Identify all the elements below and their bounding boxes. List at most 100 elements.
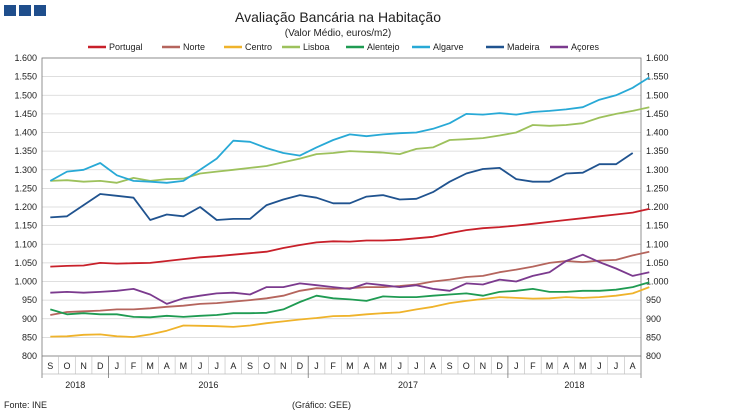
y-tick-label-left: 1.450 <box>14 109 37 119</box>
y-tick-label-right: 1.150 <box>646 221 669 231</box>
x-month-label: J <box>597 361 602 371</box>
y-tick-label-left: 1.250 <box>14 183 37 193</box>
y-tick-label-right: 1.250 <box>646 183 669 193</box>
y-axis-left: 800 850 900 950 1.000 1.050 1.100 1.150 1.200 1.2… <box>14 53 37 361</box>
x-year-label: 2016 <box>198 380 218 390</box>
x-month-label: M <box>379 361 387 371</box>
y-tick-label-right: 950 <box>646 295 661 305</box>
x-month-label: O <box>263 361 270 371</box>
x-month-label: A <box>630 361 636 371</box>
x-month-label: M <box>180 361 188 371</box>
series-group <box>49 76 650 338</box>
y-tick-label-right: 850 <box>646 332 661 342</box>
y-tick-label-left: 1.050 <box>14 258 37 268</box>
gridlines <box>42 57 641 357</box>
y-tick-label-left: 850 <box>22 332 37 342</box>
x-month-label: S <box>47 361 53 371</box>
x-month-label: J <box>397 361 402 371</box>
legend-label-lisboa: Lisboa <box>303 42 330 52</box>
source-note: Fonte: INE <box>4 400 47 410</box>
x-year-label: 2018 <box>564 380 584 390</box>
y-tick-label-right: 1.550 <box>646 72 669 82</box>
y-tick-label-left: 1.400 <box>14 128 37 138</box>
y-tick-label-right: 900 <box>646 314 661 324</box>
series-line-madeira <box>50 152 634 221</box>
y-tick-label-left: 1.200 <box>14 202 37 212</box>
y-tick-label-left: 1.350 <box>14 146 37 156</box>
y-tick-label-right: 1.100 <box>646 239 669 249</box>
y-tick-label-left: 1.550 <box>14 72 37 82</box>
x-month-label: F <box>530 361 536 371</box>
x-month-label: J <box>214 361 219 371</box>
x-month-label: O <box>63 361 70 371</box>
chart-title: Avaliação Bancária na Habitação <box>235 9 441 25</box>
legend-label-madeira: Madeira <box>507 42 540 52</box>
x-month-label: A <box>363 361 369 371</box>
x-month-label: D <box>297 361 304 371</box>
x-month-label: J <box>514 361 519 371</box>
x-month-label: F <box>131 361 137 371</box>
x-month-label: D <box>496 361 503 371</box>
x-axis: S O N D J F M A M J J A S O N D J F M A M J J A S O N D J F M A M J J A2018… <box>41 57 642 390</box>
series-line-lisboa <box>50 106 650 184</box>
legend-label-centro: Centro <box>245 42 272 52</box>
x-month-label: J <box>115 361 120 371</box>
x-month-label: S <box>447 361 453 371</box>
x-month-label: J <box>198 361 203 371</box>
series-line-norte <box>50 250 650 316</box>
legend-label-algarve: Algarve <box>433 42 464 52</box>
series-line-algarve <box>49 76 650 184</box>
x-month-label: J <box>414 361 419 371</box>
y-tick-label-right: 1.300 <box>646 165 669 175</box>
y-tick-label-right: 800 <box>646 351 661 361</box>
x-month-label: A <box>563 361 569 371</box>
x-month-label: A <box>430 361 436 371</box>
y-tick-label-left: 1.600 <box>14 53 37 63</box>
y-tick-label-right: 1.000 <box>646 277 669 287</box>
y-tick-label-right: 1.450 <box>646 109 669 119</box>
y-tick-label-right: 1.400 <box>646 128 669 138</box>
y-tick-label-left: 1.150 <box>14 221 37 231</box>
x-year-label: 2017 <box>398 380 418 390</box>
y-tick-label-left: 1.300 <box>14 165 37 175</box>
series-line-portugal <box>50 208 650 268</box>
x-month-label: D <box>97 361 104 371</box>
y-tick-label-right: 1.350 <box>646 146 669 156</box>
logo <box>4 5 46 16</box>
x-month-label: N <box>80 361 87 371</box>
legend-label-portugal: Portugal <box>109 42 143 52</box>
y-tick-label-left: 1.100 <box>14 239 37 249</box>
x-month-label: M <box>146 361 154 371</box>
legend: Portugal Norte Centro Lisboa Alentejo Algarve… <box>88 42 600 52</box>
series-line-acores <box>50 253 650 305</box>
x-month-label: M <box>546 361 554 371</box>
y-axis-right: 800 850 900 950 1.000 1.050 1.100 1.150 1.200 1.2… <box>646 53 669 361</box>
x-month-label: J <box>314 361 319 371</box>
chart-subtitle: (Valor Médio, euros/m2) <box>285 28 392 39</box>
series-line-centro <box>50 286 650 338</box>
legend-label-norte: Norte <box>183 42 205 52</box>
y-tick-label-right: 1.050 <box>646 258 669 268</box>
x-month-label: J <box>614 361 619 371</box>
x-month-label: M <box>579 361 587 371</box>
y-tick-label-right: 1.200 <box>646 202 669 212</box>
x-month-label: O <box>463 361 470 371</box>
y-tick-label-right: 1.500 <box>646 90 669 100</box>
y-tick-label-left: 1.500 <box>14 90 37 100</box>
y-tick-label-left: 800 <box>22 351 37 361</box>
y-tick-label-left: 1.000 <box>14 277 37 287</box>
x-month-label: M <box>346 361 354 371</box>
x-month-label: A <box>230 361 236 371</box>
x-year-label: 2018 <box>65 380 85 390</box>
x-month-label: N <box>280 361 287 371</box>
y-tick-label-right: 1.600 <box>646 53 669 63</box>
x-month-label: A <box>164 361 170 371</box>
legend-label-alentejo: Alentejo <box>367 42 400 52</box>
y-tick-label-left: 950 <box>22 295 37 305</box>
x-month-label: F <box>330 361 336 371</box>
legend-label-acores: Açores <box>571 42 600 52</box>
series-line-alentejo <box>50 281 650 319</box>
x-month-label: S <box>247 361 253 371</box>
x-month-label: N <box>480 361 487 371</box>
